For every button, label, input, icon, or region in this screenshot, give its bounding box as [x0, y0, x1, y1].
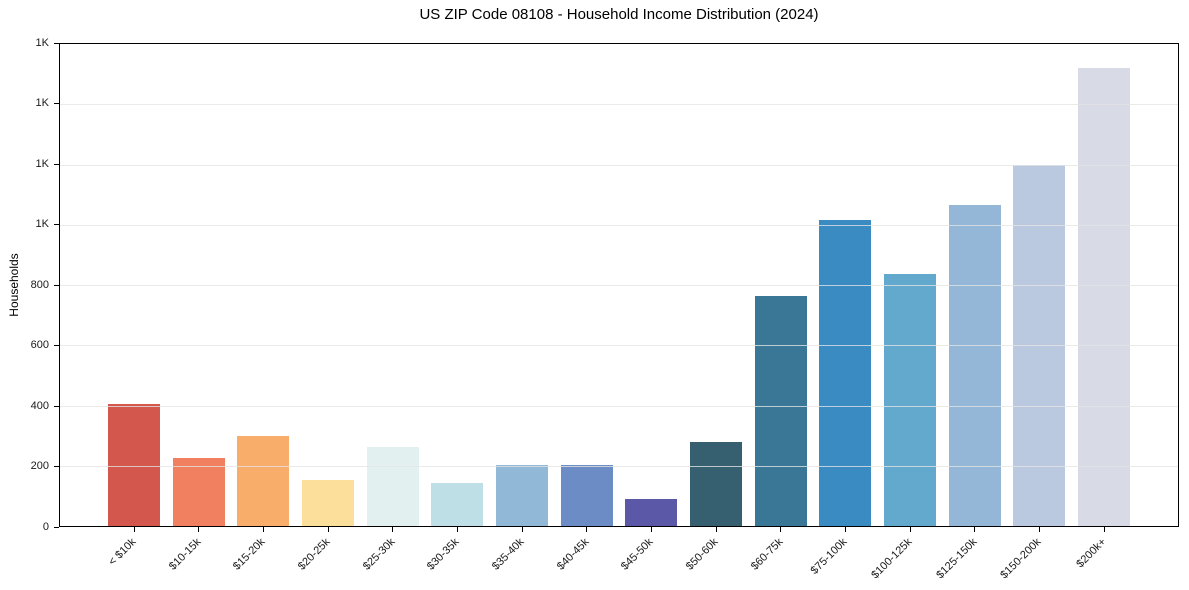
x-tick-mark [909, 527, 911, 532]
x-tick-mark [456, 527, 458, 532]
bar-$100-125k [884, 274, 936, 526]
y-tick-mark [54, 284, 59, 286]
x-tick-mark [198, 527, 200, 532]
bar-$40-45k [560, 464, 613, 526]
x-tick-mark [844, 527, 846, 532]
y-tick-label: 1K [35, 218, 49, 230]
y-tick-label: 1K [35, 157, 49, 170]
y-tick-label: 1K [35, 97, 49, 109]
y-tick-mark [54, 224, 59, 225]
bar-$75-100k [819, 220, 872, 526]
x-tick-mark [974, 527, 976, 532]
x-tick-mark [780, 527, 782, 532]
y-tick-mark [54, 103, 59, 104]
y-tick-label: 800 [30, 278, 49, 291]
plot-area [59, 43, 1179, 527]
y-tick-label: 200 [30, 460, 49, 472]
y-tick-mark [54, 405, 59, 407]
gridline-600 [60, 345, 1178, 347]
bar-$15-20k [237, 435, 290, 526]
y-tick-mark [54, 526, 59, 528]
bar-$125-150k [948, 205, 1001, 526]
y-tick-mark [54, 345, 59, 346]
x-tick-mark [521, 527, 523, 532]
bar-$25-30k [366, 447, 419, 526]
bar-$30-35k [431, 482, 484, 526]
bar-$35-40k [496, 464, 548, 526]
x-tick-mark [262, 527, 264, 532]
gridline-800 [60, 285, 1178, 286]
x-tick-mark [327, 527, 329, 532]
x-tick-mark [133, 527, 135, 532]
gridline-1000 [60, 224, 1178, 226]
gridline-400 [60, 405, 1178, 407]
y-tick-mark [54, 466, 59, 467]
y-tick-mark [54, 42, 59, 44]
chart-title: US ZIP Code 08108 - Household Income Dis… [419, 6, 819, 23]
bar-$20-25k [302, 479, 354, 526]
bar-$200k+ [1078, 68, 1130, 526]
gridline-1400 [60, 104, 1178, 106]
y-tick-label: 1K [35, 36, 49, 49]
x-tick-mark [1103, 527, 1105, 532]
bar-$45-50k [625, 498, 678, 526]
x-tick-mark [392, 527, 394, 532]
x-tick-mark [1038, 527, 1040, 532]
gridline-1200 [60, 164, 1178, 166]
y-tick-mark [54, 163, 59, 165]
x-tick-mark [715, 527, 717, 532]
bar-$60-75k [754, 295, 807, 526]
bar-$50-60k [690, 442, 742, 526]
y-tick-label: 600 [30, 339, 49, 351]
y-tick-label: 0 [42, 520, 49, 533]
x-tick-label: < $10k [106, 536, 139, 569]
x-tick-mark [650, 527, 652, 532]
bar-$10-15k [172, 458, 225, 526]
bar-< $10k [108, 404, 160, 526]
gridline-200 [60, 465, 1178, 467]
x-tick-mark [586, 527, 588, 532]
y-tick-label: 400 [30, 399, 49, 412]
